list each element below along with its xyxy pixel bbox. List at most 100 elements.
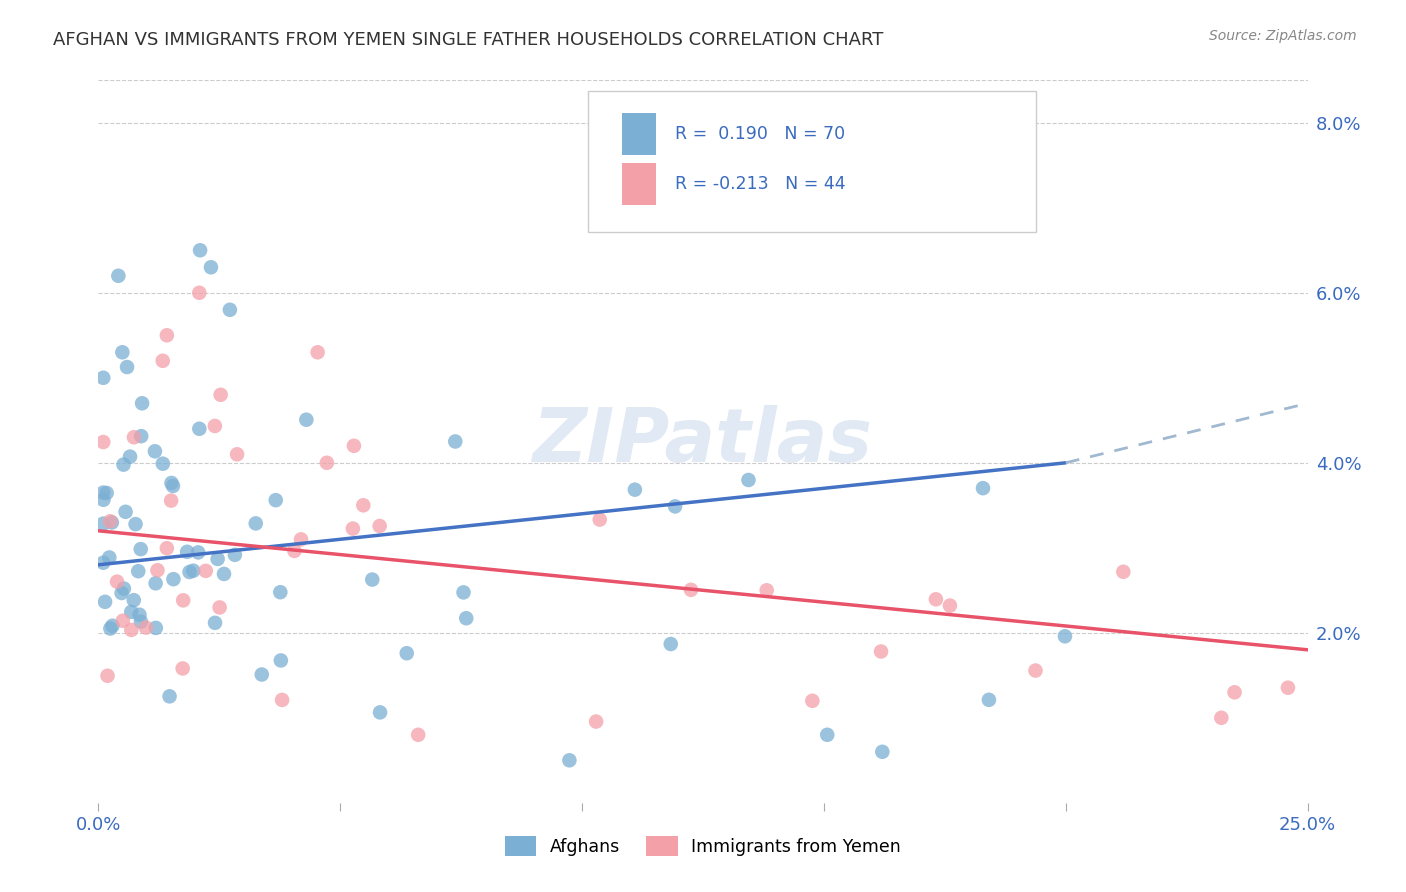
Point (925, 592, 948, 607)
Point (188, 285, 211, 300)
Point (977, 693, 1000, 707)
Point (250, 667, 273, 681)
Point (664, 500, 686, 514)
Point (156, 328, 179, 343)
Point (111, 345, 134, 359)
Point (128, 607, 150, 622)
Point (159, 690, 181, 704)
Point (188, 422, 211, 436)
Point (115, 359, 138, 374)
Point (270, 653, 292, 667)
Point (120, 623, 142, 637)
Point (122, 593, 145, 607)
Point (118, 450, 141, 464)
Point (101, 619, 124, 633)
Text: ZIPatlas: ZIPatlas (533, 405, 873, 478)
Point (343, 439, 366, 453)
Point (101, 516, 124, 530)
Point (558, 753, 581, 767)
Point (1211, 711, 1233, 725)
Point (105, 574, 128, 589)
Point (91, 516, 114, 531)
Point (194, 564, 217, 578)
Text: AFGHAN VS IMMIGRANTS FROM YEMEN SINGLE FATHER HOUSEHOLDS CORRELATION CHART: AFGHAN VS IMMIGRANTS FROM YEMEN SINGLE F… (53, 31, 884, 49)
Point (156, 541, 179, 556)
Point (1024, 664, 1046, 678)
Point (131, 396, 153, 410)
Point (181, 564, 204, 578)
Point (352, 498, 374, 512)
Point (145, 621, 167, 635)
Point (172, 661, 194, 675)
Legend: Afghans, Immigrants from Yemen: Afghans, Immigrants from Yemen (498, 829, 908, 863)
Point (96, 486, 118, 500)
Text: R = -0.213   N = 44: R = -0.213 N = 44 (675, 176, 846, 194)
Point (972, 481, 994, 495)
Point (179, 565, 201, 579)
Point (112, 582, 135, 596)
Point (200, 260, 222, 275)
Point (135, 621, 157, 635)
Point (100, 622, 122, 636)
Point (585, 714, 607, 729)
Point (939, 599, 962, 613)
Text: Source: ZipAtlas.com: Source: ZipAtlas.com (1209, 29, 1357, 43)
Point (264, 493, 287, 508)
Point (112, 458, 135, 472)
Point (342, 522, 364, 536)
Point (212, 566, 235, 581)
Point (162, 479, 184, 493)
Point (679, 582, 702, 597)
Text: R =  0.190   N = 70: R = 0.190 N = 70 (675, 125, 845, 143)
Point (146, 563, 169, 577)
Point (207, 552, 229, 566)
Point (162, 572, 184, 586)
Point (124, 517, 146, 532)
Point (209, 388, 232, 402)
Point (1112, 565, 1135, 579)
Point (406, 728, 429, 742)
Point (204, 419, 226, 434)
Point (187, 545, 209, 559)
Point (815, 728, 838, 742)
Point (290, 533, 312, 547)
Point (129, 615, 152, 629)
Point (96, 669, 118, 683)
Point (111, 614, 134, 628)
Point (91, 435, 114, 450)
Point (395, 646, 418, 660)
Point (127, 564, 149, 578)
Point (160, 493, 183, 508)
Point (315, 456, 337, 470)
Point (208, 600, 231, 615)
Point (226, 447, 249, 461)
Point (872, 745, 894, 759)
Point (91, 485, 114, 500)
Point (94, 595, 117, 609)
Point (129, 429, 152, 443)
Point (114, 505, 136, 519)
Point (269, 585, 291, 599)
Point (160, 475, 183, 490)
Point (91, 556, 114, 570)
Point (368, 706, 391, 720)
Point (283, 544, 305, 558)
Point (295, 413, 318, 427)
Point (129, 542, 152, 557)
Point (589, 513, 612, 527)
Point (110, 586, 132, 600)
Point (870, 644, 893, 658)
Point (271, 693, 294, 707)
Point (361, 573, 384, 587)
Point (91, 371, 114, 385)
Point (737, 473, 759, 487)
Point (98, 550, 121, 565)
Point (224, 548, 246, 562)
Point (152, 353, 174, 368)
FancyBboxPatch shape (621, 112, 655, 154)
Point (659, 637, 682, 651)
Point (122, 430, 145, 444)
Point (98, 514, 121, 528)
Point (176, 545, 198, 559)
Point (801, 694, 824, 708)
